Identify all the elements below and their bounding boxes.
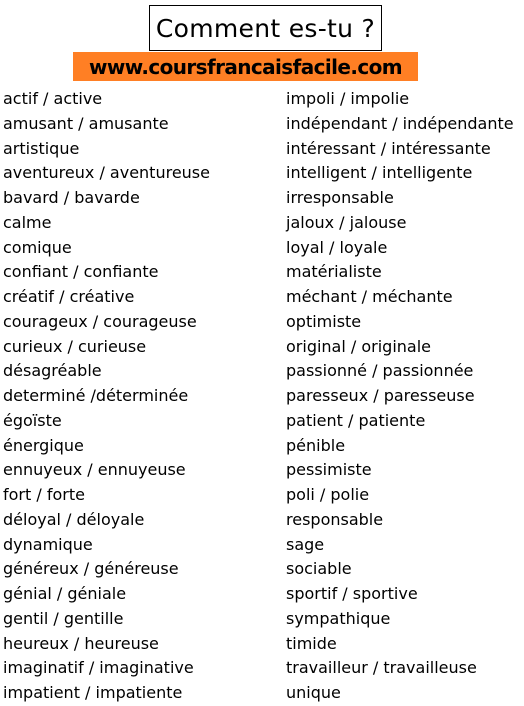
adjective-item: timide xyxy=(286,633,337,653)
adjective-item: determiné /déterminée xyxy=(3,386,189,405)
adjective-item: loyal / loyale xyxy=(286,237,388,257)
adjective-item: confiant / confiante xyxy=(3,262,159,282)
adjective-item: calme xyxy=(3,212,52,232)
adjective-item: fort / forte xyxy=(3,485,85,504)
adjective-item: matérialiste xyxy=(286,262,382,282)
adjective-item: désagréable xyxy=(3,361,102,381)
adjective-item: pessimiste xyxy=(286,460,372,480)
adjective-item: égoïste xyxy=(3,410,62,430)
adjective-item: aventureux / aventureuse xyxy=(3,163,210,183)
adjective-item: déloyal / déloyale xyxy=(3,509,145,529)
adjective-item: jaloux / jalouse xyxy=(286,212,407,232)
adjective-item: paresseux / paresseuse xyxy=(286,386,475,405)
adjective-item: généreux / généreuse xyxy=(3,559,179,579)
website-url: www.coursfrancaisfacile.com xyxy=(89,54,403,79)
page-title-text: Comment es-tu ? xyxy=(155,13,376,43)
adjective-item: bavard / bavarde xyxy=(3,188,140,207)
adjective-list-left: actif / active amusant / amusante artistiq… xyxy=(3,87,210,706)
adjective-item: unique xyxy=(286,683,341,702)
adjective-list-right: impoli / impolie indépendant / indépendan… xyxy=(286,87,514,706)
adjective-item: sympathique xyxy=(286,608,391,628)
adjective-item: ennuyeux / ennuyeuse xyxy=(3,460,186,480)
adjective-item: créatif / créative xyxy=(3,287,135,306)
adjective-item: sociable xyxy=(286,559,352,579)
adjective-item: courageux / courageuse xyxy=(3,311,197,331)
adjective-item: optimiste xyxy=(286,311,362,331)
adjective-item: amusant / amusante xyxy=(3,113,169,133)
adjective-item: passionné / passionnée xyxy=(286,361,474,381)
adjective-item: pénible xyxy=(286,435,346,455)
adjective-item: irresponsable xyxy=(286,188,394,207)
adjective-item: méchant / méchante xyxy=(286,287,453,306)
adjective-item: actif / active xyxy=(3,89,103,108)
adjective-item: intelligent / intelligente xyxy=(286,163,473,183)
adjective-item: artistique xyxy=(3,138,80,158)
adjective-item: imaginatif / imaginative xyxy=(3,658,194,678)
adjective-item: impatient / impatiente xyxy=(3,683,183,702)
adjective-item: heureux / heureuse xyxy=(3,633,159,653)
adjective-item: sportif / sportive xyxy=(286,584,418,603)
adjective-item: original / originale xyxy=(286,336,432,356)
adjective-item: comique xyxy=(3,237,72,257)
adjective-item: travailleur / travailleuse xyxy=(286,658,477,678)
adjective-item: sage xyxy=(286,534,325,554)
website-banner: www.coursfrancaisfacile.com xyxy=(73,52,418,81)
adjective-item: responsable xyxy=(286,509,384,529)
adjective-item: curieux / curieuse xyxy=(3,336,147,356)
page-title: Comment es-tu ? xyxy=(149,5,382,51)
adjective-item: génial / géniale xyxy=(3,584,127,603)
adjective-item: indépendant / indépendante xyxy=(286,113,514,133)
adjective-item: dynamique xyxy=(3,534,93,554)
adjective-item: impoli / impolie xyxy=(286,89,410,108)
adjective-item: poli / polie xyxy=(286,485,370,504)
adjective-item: gentil / gentille xyxy=(3,608,124,628)
adjective-item: énergique xyxy=(3,435,84,455)
adjective-item: intéressant / intéressante xyxy=(286,138,491,158)
adjective-item: patient / patiente xyxy=(286,410,426,430)
